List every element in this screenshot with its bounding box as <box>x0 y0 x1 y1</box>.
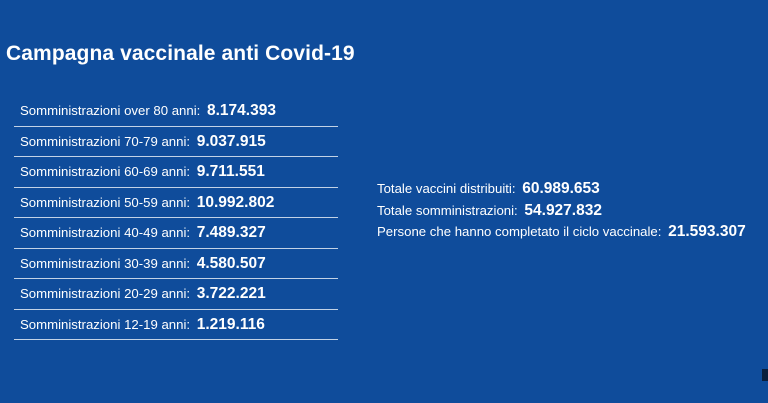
total-distributed-label: Totale vaccini distribuiti: <box>377 181 516 196</box>
age-row-label: Somministrazioni 30-39 anni: <box>20 255 191 271</box>
age-row-over-80: Somministrazioni over 80 anni: 8.174.393 <box>14 96 338 127</box>
age-row-label: Somministrazioni 20-29 anni: <box>20 286 191 301</box>
total-completed-cycle-label: Persone che hanno completato il ciclo va… <box>377 224 662 239</box>
page-title: Campagna vaccinale anti Covid-19 <box>6 42 355 65</box>
age-row-50-59: Somministrazioni 50-59 anni: 10.992.802 <box>14 188 338 218</box>
age-row-value: 1.219.116 <box>196 315 265 333</box>
age-row-40-49: Somministrazioni 40-49 anni: 7.489.327 <box>14 218 338 249</box>
age-row-30-39: Somministrazioni 30-39 anni: 4.580.507 <box>14 249 338 279</box>
age-row-20-29: Somministrazioni 20-29 anni: 3.722.221 <box>14 279 338 310</box>
total-administered-label: Totale somministrazioni: <box>377 202 518 218</box>
totals-summary: Totale vaccini distribuiti: 60.989.653 T… <box>377 178 746 243</box>
age-row-value: 9.037.915 <box>196 132 266 150</box>
age-group-list: Somministrazioni over 80 anni: 8.174.393… <box>14 96 338 340</box>
total-administered-value: 54.927.832 <box>524 201 602 219</box>
corner-marker <box>762 369 768 381</box>
age-row-value: 8.174.393 <box>206 102 276 119</box>
age-row-label: Somministrazioni 60-69 anni: <box>20 164 191 179</box>
age-row-label: Somministrazioni over 80 anni: <box>20 103 201 118</box>
age-row-value: 7.489.327 <box>196 224 266 241</box>
age-row-70-79: Somministrazioni 70-79 anni: 9.037.915 <box>14 127 338 157</box>
age-row-label: Somministrazioni 12-19 anni: <box>20 316 191 332</box>
age-row-value: 10.992.802 <box>196 193 275 211</box>
age-row-label: Somministrazioni 70-79 anni: <box>20 133 191 149</box>
age-row-label: Somministrazioni 50-59 anni: <box>20 194 191 210</box>
total-distributed: Totale vaccini distribuiti: 60.989.653 <box>377 178 746 200</box>
total-administered: Totale somministrazioni: 54.927.832 <box>377 200 746 222</box>
total-distributed-value: 60.989.653 <box>522 180 600 197</box>
age-row-label: Somministrazioni 40-49 anni: <box>20 225 191 240</box>
total-completed-cycle: Persone che hanno completato il ciclo va… <box>377 221 746 243</box>
age-row-12-19: Somministrazioni 12-19 anni: 1.219.116 <box>14 310 338 340</box>
total-completed-cycle-value: 21.593.307 <box>668 223 746 240</box>
age-row-60-69: Somministrazioni 60-69 anni: 9.711.551 <box>14 157 338 188</box>
age-row-value: 4.580.507 <box>196 254 266 272</box>
age-row-value: 3.722.221 <box>196 285 266 302</box>
age-row-value: 9.711.551 <box>196 163 265 180</box>
